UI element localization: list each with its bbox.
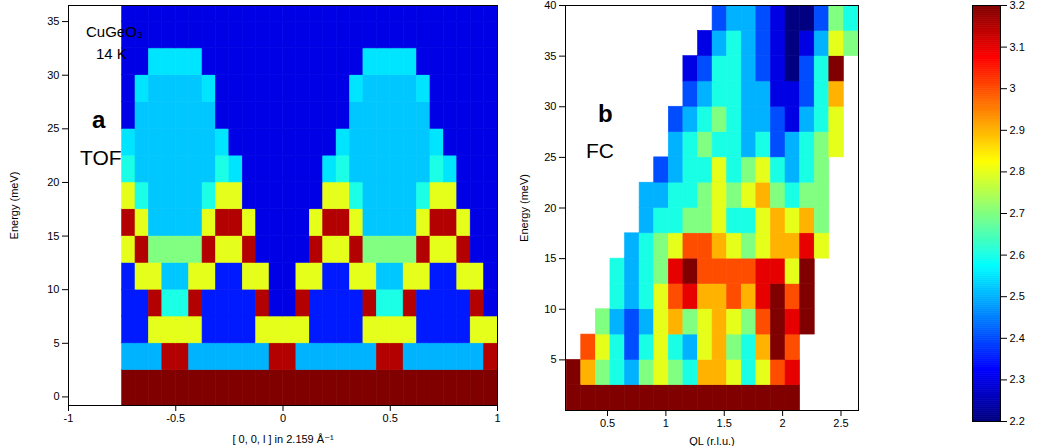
html-text:FC: FC <box>586 139 614 162</box>
svg-text:Energy (meV): Energy (meV) <box>518 174 530 242</box>
svg-text:10: 10 <box>544 303 556 315</box>
svg-text:10: 10 <box>47 283 59 295</box>
svg-text:2.4: 2.4 <box>1010 332 1025 344</box>
svg-text:QL (r.l.u.): QL (r.l.u.) <box>689 435 734 446</box>
html-text:b: b <box>598 100 613 127</box>
svg-text:2.9: 2.9 <box>1010 124 1025 136</box>
svg-text:25: 25 <box>47 122 59 134</box>
html-text:14 K: 14 K <box>96 45 127 62</box>
svg-text:30: 30 <box>544 100 556 112</box>
html-text:CuGeO₃: CuGeO₃ <box>86 23 143 40</box>
svg-text:2.2: 2.2 <box>1010 415 1025 427</box>
svg-text:3.1: 3.1 <box>1010 41 1025 53</box>
svg-text:[ 0, 0, l ] in 2.159 Å⁻¹: [ 0, 0, l ] in 2.159 Å⁻¹ <box>232 433 334 445</box>
svg-text:5: 5 <box>53 337 59 349</box>
svg-text:3.2: 3.2 <box>1010 0 1025 11</box>
svg-text:2.7: 2.7 <box>1010 207 1025 219</box>
svg-text:20: 20 <box>47 176 59 188</box>
svg-text:15: 15 <box>47 230 59 242</box>
svg-text:15: 15 <box>544 252 556 264</box>
svg-text:30: 30 <box>47 69 59 81</box>
svg-text:1.5: 1.5 <box>717 417 732 429</box>
svg-text:2.5: 2.5 <box>833 417 848 429</box>
svg-text:0: 0 <box>53 390 59 402</box>
svg-text:-0.5: -0.5 <box>166 412 185 424</box>
svg-text:5: 5 <box>550 353 556 365</box>
svg-text:2.5: 2.5 <box>1010 290 1025 302</box>
svg-text:Energy (meV): Energy (meV) <box>8 172 20 240</box>
svg-text:2.8: 2.8 <box>1010 165 1025 177</box>
html-text:a: a <box>92 106 106 133</box>
svg-text:2.3: 2.3 <box>1010 373 1025 385</box>
svg-text:0: 0 <box>280 412 286 424</box>
svg-text:2: 2 <box>780 417 786 429</box>
svg-text:35: 35 <box>47 15 59 27</box>
svg-text:0.5: 0.5 <box>383 412 398 424</box>
svg-text:-1: -1 <box>64 412 74 424</box>
svg-text:2.6: 2.6 <box>1010 249 1025 261</box>
svg-text:1: 1 <box>663 417 669 429</box>
svg-text:3: 3 <box>1010 82 1016 94</box>
svg-text:20: 20 <box>544 202 556 214</box>
svg-text:0.5: 0.5 <box>600 417 615 429</box>
svg-text:1: 1 <box>494 412 500 424</box>
svg-text:35: 35 <box>544 50 556 62</box>
svg-text:40: 40 <box>544 0 556 11</box>
html-text:TOF: TOF <box>80 146 122 169</box>
svg-text:25: 25 <box>544 151 556 163</box>
